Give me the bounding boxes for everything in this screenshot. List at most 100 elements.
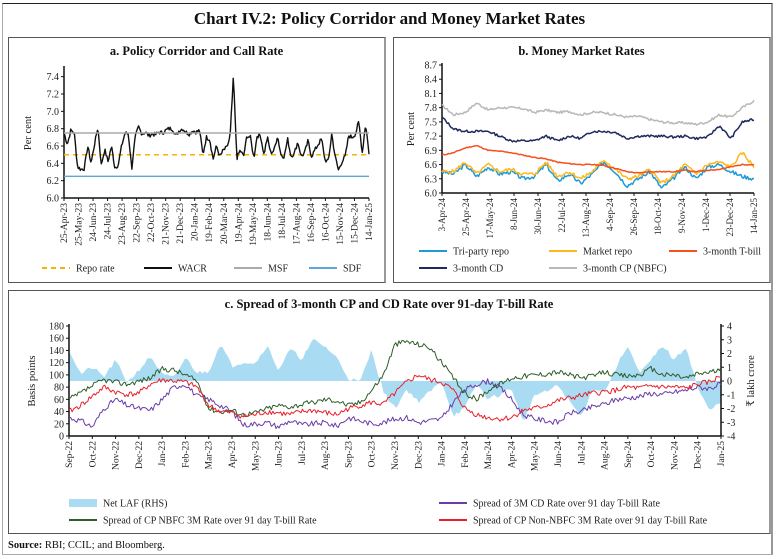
y-tick-label: 6.3	[425, 174, 438, 185]
x-tick-label: Jan-25	[717, 441, 727, 467]
y-tick-label: 6.6	[47, 142, 60, 153]
x-tick-label: 13-Aug-24	[581, 198, 591, 238]
y2-tick-label: 0	[727, 377, 732, 388]
x-tick-label: Sep-22	[65, 441, 75, 468]
y2-tick-label: 2	[727, 349, 732, 360]
x-tick-label: 19-Apr-24	[234, 203, 244, 243]
spread-of-cp-non-nbfc-3m-rate-over-91-day-t-bill-rate-line	[68, 374, 721, 422]
y-tick-label: 140	[49, 346, 64, 357]
x-tick-label: Oct-24	[647, 441, 657, 468]
x-tick-label: Mar-23	[205, 441, 215, 470]
x-tick-label: Mar-24	[484, 441, 494, 470]
x-tick-label: 23-Dec-24	[725, 198, 735, 237]
x-tick-label: 17-Aug-24	[292, 203, 302, 245]
x-tick-label: 19-Feb-24	[205, 203, 215, 243]
y2-tick-label: -1	[727, 390, 735, 401]
legend-label: MSF	[268, 264, 288, 275]
3-month-t-bill-line	[441, 144, 755, 174]
y-tick-label: 8.7	[425, 61, 438, 72]
wacr-line	[63, 77, 370, 172]
spread-of-3m-cd-rate-over-91-day-t-bill-rate-line	[68, 378, 722, 430]
y-tick-label: 6.2	[47, 176, 60, 187]
y-axis-label: Per cent	[406, 112, 417, 146]
x-tick-label: 18-Oct-24	[653, 198, 663, 235]
x-tick-label: Dec-23	[414, 441, 424, 469]
source-text: RBI; CCIL; and Bloomberg.	[42, 540, 165, 551]
x-tick-label: 16-Sep-24	[307, 203, 317, 243]
chart-frame	[2, 3, 773, 555]
y2-tick-label: 1	[727, 363, 732, 374]
y2-tick-label: -3	[727, 418, 735, 429]
legend-label: WACR	[178, 264, 207, 275]
x-tick-label: 1-Dec-24	[701, 198, 711, 232]
y-tick-label: 7.0	[47, 107, 60, 118]
legend-label: Net LAF (RHS)	[103, 499, 167, 510]
panel-money-market-rates: b. Money Market Rates 6.0 6.3 6.6 6.9 7.2 7.5…	[393, 37, 771, 283]
spread-of-cp-nbfc-3m-rate-over-91-day-t-bill-rate-line	[68, 340, 722, 418]
source-label: Source:	[8, 540, 43, 551]
y-tick-label: 6.0	[47, 194, 60, 205]
net-laf-area	[69, 339, 721, 421]
x-tick-label: Jul-23	[298, 441, 308, 465]
panel-b-title: b. Money Market Rates	[518, 44, 645, 58]
y-tick-label: 6.0	[425, 189, 438, 200]
x-tick-label: 30-Jun-24	[533, 198, 543, 235]
x-tick-label: Sep-23	[344, 441, 354, 468]
y-tick-label: 120	[49, 358, 64, 369]
x-tick-label: 3-Apr-24	[437, 198, 447, 232]
y-tick-label: 6.4	[47, 159, 60, 170]
panel-c-title: c. Spread of 3-month CP and CD Rate over…	[224, 297, 554, 311]
y-tick-label: 6.9	[425, 146, 438, 157]
x-tick-label: 21-Nov-23	[162, 203, 172, 245]
x-tick-label: May-24	[531, 441, 541, 471]
x-tick-label: Feb-24	[461, 441, 471, 468]
y-tick-label: 7.2	[425, 132, 438, 143]
x-tick-label: 19-May-24	[249, 203, 259, 246]
panel-a-title: a. Policy Corridor and Call Rate	[109, 44, 284, 58]
panel-b-chart: 6.0 6.3 6.6 6.9 7.2 7.5 7.8 8.1 8.4 8.7 Per cent 3-…	[406, 61, 761, 275]
y2-tick-label: -4	[727, 432, 735, 443]
x-tick-label: 25-Apr-24	[461, 198, 471, 236]
x-tick-label: 9-Nov-24	[677, 198, 687, 233]
y-tick-label: 8.1	[425, 89, 438, 100]
y-tick-label: 60	[54, 395, 64, 406]
3-month-cd-line	[441, 116, 755, 143]
x-tick-label: 24-Jul-23	[104, 203, 114, 240]
panel-a-chart: 6.0 6.2 6.4 6.6 6.8 7.0 7.2 7.4 Per cent 25-Apr-2…	[23, 66, 375, 275]
x-tick-label: 22-Jul-24	[557, 198, 567, 233]
x-tick-label: 17-May-24	[485, 198, 495, 239]
y2-tick-label: 3	[727, 335, 732, 346]
legend-label: 3-month T-bill	[703, 247, 761, 258]
x-tick-label: Dec-22	[135, 441, 145, 469]
y-axis-label: Per cent	[23, 116, 34, 150]
legend-label: Tri-party repo	[453, 247, 509, 258]
x-tick-label: Feb-23	[181, 441, 191, 468]
x-tick-label: Apr-23	[228, 441, 238, 468]
legend-label: Repo rate	[76, 264, 115, 275]
x-tick-label: Jul-24	[577, 441, 587, 465]
y-tick-label: 20	[54, 419, 64, 430]
x-tick-label: Oct-23	[368, 441, 378, 468]
legend-label: 3-month CP (NBFC)	[583, 264, 667, 275]
y2-tick-label: 4	[727, 322, 732, 333]
source-note: Source: RBI; CCIL; and Bloomberg.	[8, 540, 165, 551]
tri-party-repo-line	[441, 161, 754, 189]
x-tick-label: 22-Oct-23	[147, 203, 157, 242]
x-tick-label: 14-Jan-25	[749, 198, 759, 234]
y2-tick-label: -2	[727, 404, 735, 415]
y-tick-label: 6.8	[47, 124, 60, 135]
x-tick-label: Nov-24	[670, 441, 680, 470]
x-tick-label: 23-Aug-23	[118, 203, 128, 245]
x-tick-label: 24-Jun-23	[89, 203, 99, 242]
y-tick-label: 7.4	[47, 72, 60, 83]
x-tick-label: 26-Sep-24	[629, 198, 639, 236]
x-tick-label: Jan-23	[158, 441, 168, 467]
legend-label: Spread of CP Non-NBFC 3M Rate over 91 da…	[473, 516, 708, 527]
y2-axis-label: ₹ lakh crore	[746, 355, 757, 407]
y-tick-label: 160	[49, 334, 64, 345]
x-tick-label: Jun-23	[275, 441, 285, 467]
x-tick-label: Jan-24	[438, 441, 448, 467]
y-tick-label: 7.2	[47, 90, 60, 101]
y-tick-label: 6.6	[425, 160, 438, 171]
